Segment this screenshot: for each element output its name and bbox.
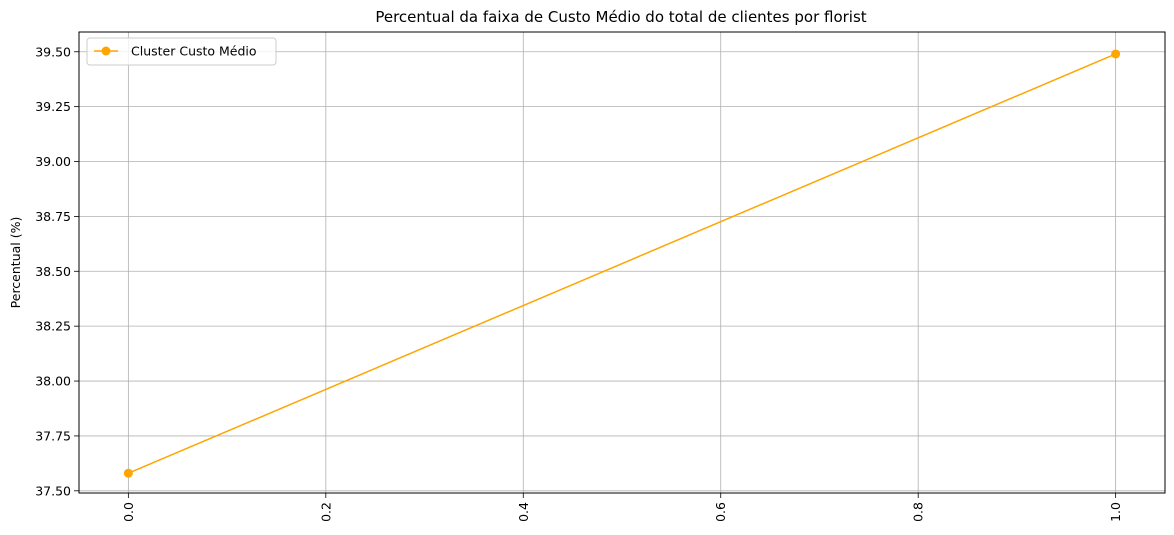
x-tick-label: 0.0 [121,502,136,522]
y-tick-label: 37.50 [35,483,71,498]
x-tick-label: 1.0 [1108,502,1123,522]
legend-box [86,37,277,66]
data-point [1111,49,1121,59]
legend: Cluster Custo Médio [86,37,277,66]
series-line [128,53,1116,474]
y-tick-label: 38.50 [35,264,71,279]
chart-title: Percentual da faixa de Custo Médio do to… [375,8,866,26]
x-tick-label: 0.8 [911,502,926,522]
x-tick-label: 0.4 [516,502,531,522]
legend-marker-swatch [101,46,111,56]
y-tick-label: 38.00 [35,374,71,389]
y-tick-label: 39.25 [35,99,71,114]
x-tick-label: 0.2 [318,502,333,522]
tick-layer: 0.0 0.2 0.4 0.6 0.8 1.0 37.50 37.75 38.00 38.25 38… [35,44,1123,522]
legend-entry-label: Cluster Custo Médio [131,44,257,59]
grid-layer [79,32,1165,493]
y-tick-label: 39.00 [35,154,71,169]
series-layer [123,49,1121,478]
plot-frame [78,31,1166,494]
y-tick-label: 38.25 [35,319,71,334]
y-tick-label: 39.50 [35,44,71,59]
x-tick-label: 0.6 [713,502,728,522]
y-tick-label: 38.75 [35,209,71,224]
y-axis-label: Percentual (%) [8,217,23,309]
y-tick-label: 37.75 [35,428,71,443]
data-point [123,468,133,478]
